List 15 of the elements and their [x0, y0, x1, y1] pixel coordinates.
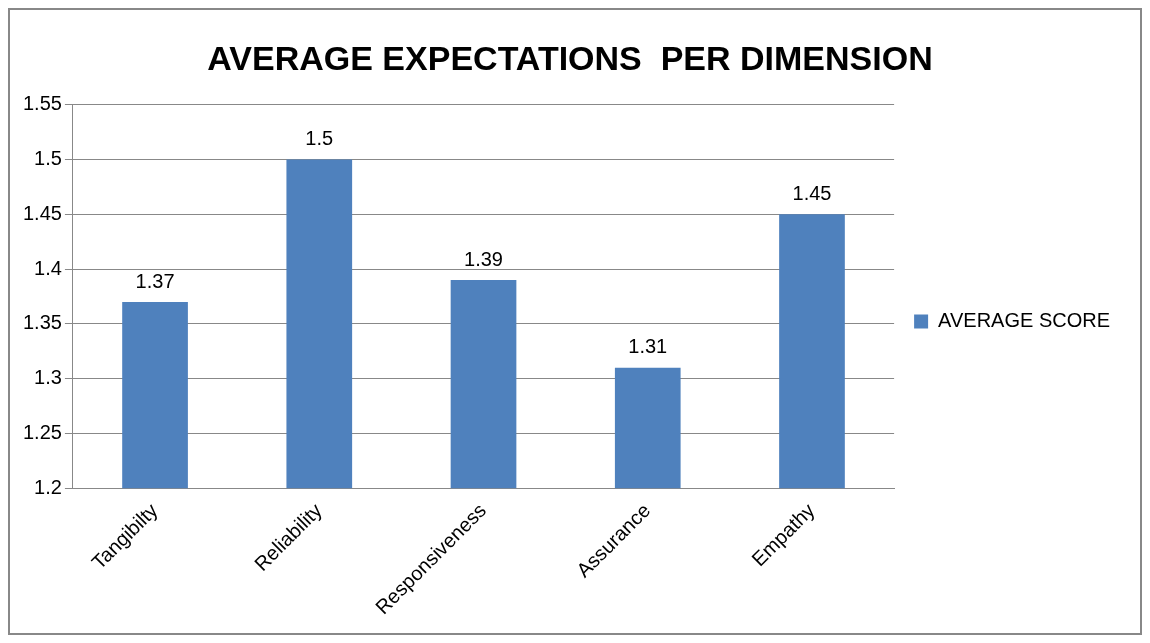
legend-label: AVERAGE SCORE [938, 309, 1111, 332]
y-tick-label: 1.5 [34, 147, 62, 170]
y-tick-label: 1.45 [22, 201, 62, 224]
y-tick-label: 1.2 [34, 475, 62, 498]
y-tick-label: 1.25 [22, 421, 62, 443]
data-label: 1.45 [792, 181, 832, 204]
y-tick-label: 1.55 [22, 92, 62, 115]
y-tick-label: 1.3 [34, 366, 62, 389]
data-label: 1.5 [305, 127, 334, 150]
data-label: 1.31 [628, 335, 668, 358]
data-label: 1.39 [464, 247, 503, 270]
chart-title: AVERAGE EXPECTATIONS PER DIMENSION [207, 38, 933, 77]
y-tick-label: 1.4 [34, 256, 62, 279]
data-label: 1.37 [135, 269, 175, 292]
y-tick-label: 1.35 [22, 311, 62, 334]
